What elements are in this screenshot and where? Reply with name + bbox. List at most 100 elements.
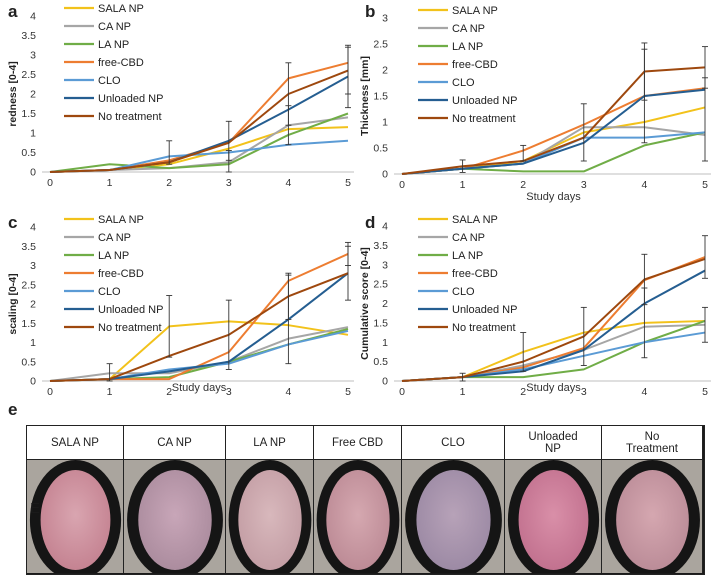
y-tick-label: 0.5 [21, 147, 36, 159]
x-tick-label: 0 [47, 386, 53, 395]
y-tick-label: 0 [382, 169, 388, 181]
x-tick-label: 3 [581, 386, 587, 395]
x-tick-label: 2 [166, 386, 172, 395]
y-tick-label: 0.5 [21, 356, 36, 368]
error-bar [702, 306, 708, 343]
legend-label: LA NP [98, 39, 129, 51]
y-tick-label: 0 [382, 376, 388, 388]
legend-label: SALA NP [452, 5, 498, 17]
shaved-skin [326, 470, 390, 570]
y-tick-label: 4 [382, 221, 388, 233]
error-bar [285, 272, 292, 320]
legend-label: No treatment [98, 111, 162, 123]
legend-label: CLO [98, 286, 121, 298]
y-tick-label: 0.5 [373, 356, 388, 368]
series-line-free-cbd [49, 253, 349, 382]
mouse-back-photo [314, 460, 401, 573]
x-tick-label: 2 [520, 179, 526, 191]
chart-b: 0 0.5 1 1.5 2 2.5 3 0 1 2 3 4 5 Thickness [mm] Study d… [359, 5, 711, 203]
legend-label: CLO [98, 75, 121, 87]
photo-cell: CLO [402, 426, 505, 573]
error-bar [580, 306, 587, 366]
y-tick-label: 3 [30, 260, 36, 272]
chart-d: 0 0.5 1 1.5 2 2.5 3 3.5 4 0 1 2 3 4 5 Cumulative score … [359, 214, 711, 395]
mouse-back-photo [124, 460, 225, 573]
x-tick-label: 4 [285, 386, 291, 395]
series-line-clo [49, 329, 349, 382]
error-bar [702, 235, 708, 279]
photo-label: Unloaded NP [505, 426, 601, 460]
chart-c: 0 0.5 1 1.5 2 2.5 3 3.5 4 0 1 2 3 4 5 scaling [0-4] Stud… [7, 214, 354, 395]
x-tick-label: 5 [345, 386, 351, 395]
x-axis-title: Study days [526, 382, 581, 394]
series-line-no-treatment [401, 257, 706, 382]
series-line-sala-np [49, 320, 349, 382]
y-tick-label: 3.5 [21, 30, 36, 42]
y-tick-label: 1.5 [373, 91, 388, 103]
x-tick-label: 0 [399, 179, 405, 191]
photo-label: CLO [402, 426, 504, 460]
photo-label: No Treatment [602, 426, 702, 460]
x-tick-label: 0 [47, 177, 53, 189]
y-tick-label: 2 [30, 89, 36, 101]
legend-label: LA NP [452, 41, 483, 53]
y-tick-label: 2.5 [373, 279, 388, 291]
error-bar [345, 245, 351, 301]
photo-label: Free CBD [314, 426, 401, 460]
error-bar [345, 44, 351, 109]
series-line-sala-np [401, 319, 706, 382]
legend-label: free-CBD [98, 268, 144, 280]
legend: SALA NP CA NP LA NP free-CBD CLO Unloaded NP N… [64, 214, 163, 334]
error-bar [459, 159, 466, 173]
legend-label: CA NP [98, 232, 131, 244]
shaved-skin [416, 470, 491, 570]
error-bar [225, 299, 232, 370]
y-tick-label: 3 [30, 50, 36, 62]
y-axis-title: scaling [0-4] [7, 273, 19, 334]
error-bar [520, 144, 527, 162]
y-tick-label: 3.5 [373, 240, 388, 252]
x-tick-label: 0 [399, 386, 405, 395]
photo-label: SALA NP [27, 426, 123, 460]
y-tick-label: 2 [382, 298, 388, 310]
mouse-back-photo [226, 460, 313, 573]
shaved-skin [518, 470, 589, 570]
legend: SALA NP CA NP LA NP free-CBD CLO Unloaded NP N… [64, 3, 163, 123]
legend-label: No treatment [452, 113, 516, 125]
y-axis-title: Cumulative score [0-4] [359, 247, 371, 360]
y-tick-label: 1.5 [373, 317, 388, 329]
legend-label: free-CBD [452, 268, 498, 280]
charts-area: 0 0.5 1 1.5 2 2.5 3 3.5 4 0 1 2 3 4 5 redness [0-4] SALA… [7, 3, 711, 395]
photo-cell: Free CBD [314, 426, 402, 573]
photo-cell: LA NP [226, 426, 314, 573]
error-bar [580, 103, 587, 162]
legend-label: CLO [452, 286, 475, 298]
series-line-la-np [401, 319, 706, 382]
legend-label: LA NP [452, 250, 483, 262]
series-line-no-treatment [401, 66, 706, 175]
y-tick-label: 2.5 [21, 279, 36, 291]
legend-label: SALA NP [452, 214, 498, 226]
x-tick-label: 1 [460, 179, 466, 191]
mouse-back-photo [505, 460, 601, 573]
y-tick-label: 1.5 [21, 318, 36, 330]
x-tick-label: 3 [581, 179, 587, 191]
mouse-back-photo [602, 460, 702, 573]
panel-label-d: d [365, 213, 376, 232]
legend-label: Unloaded NP [452, 304, 517, 316]
legend: SALA NP CA NP LA NP free-CBD CLO Unloaded NP N… [418, 214, 517, 334]
error-bar [285, 105, 292, 146]
x-tick-label: 3 [226, 386, 232, 395]
y-tick-label: 2 [30, 299, 36, 311]
panel-label-a: a [8, 2, 18, 21]
legend-label: No treatment [98, 322, 162, 334]
photo-cell: CA NP [124, 426, 226, 573]
y-tick-label: 1 [30, 128, 36, 140]
x-tick-label: 5 [345, 177, 351, 189]
y-tick-label: 1 [30, 337, 36, 349]
error-bar [641, 287, 648, 359]
x-tick-label: 4 [641, 386, 647, 395]
panel-label-c: c [8, 213, 18, 232]
legend-label: No treatment [452, 322, 516, 334]
photo-label: CA NP [124, 426, 225, 460]
